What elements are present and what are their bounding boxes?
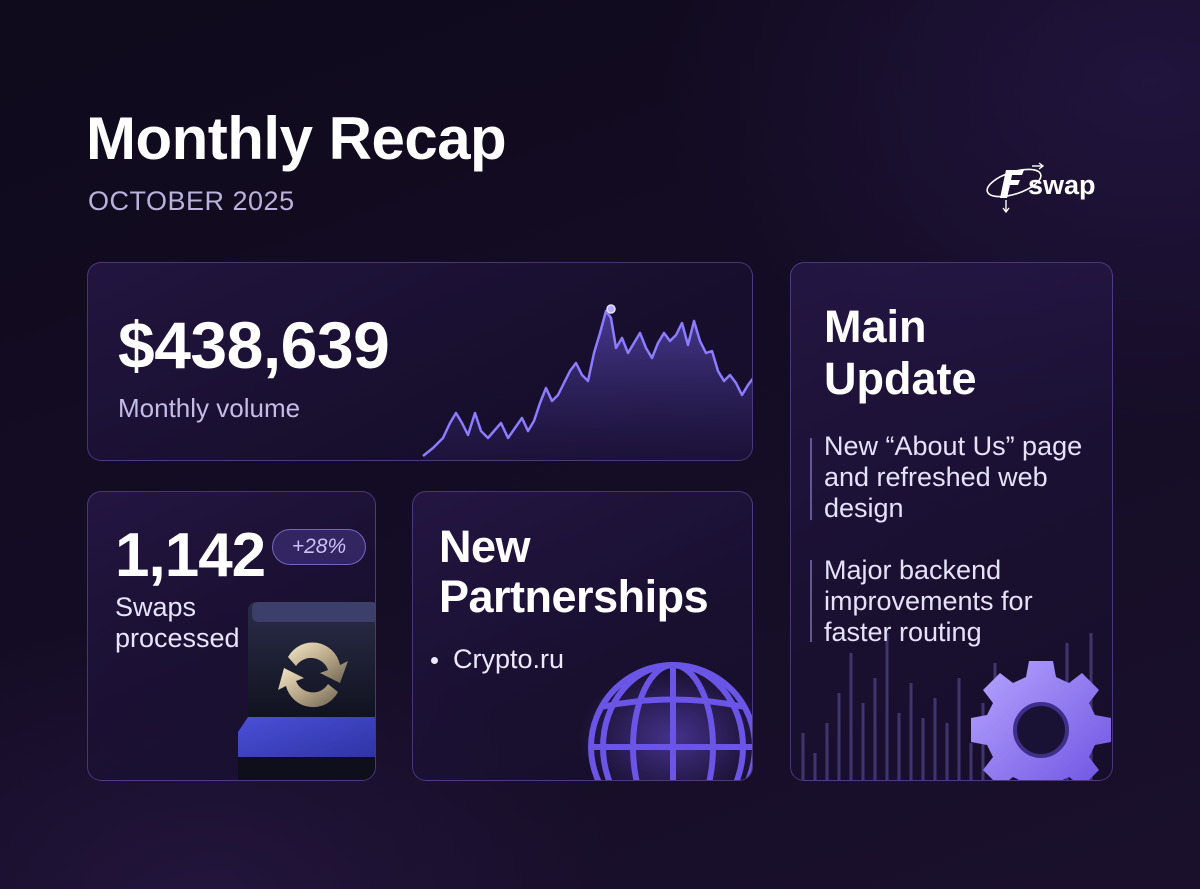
sparkline-line [422,309,752,457]
main-update-title: Main Update [824,301,977,404]
partnerships-card: New Partnerships Crypto.ru [412,491,753,781]
brand-logo: swap [984,158,1124,214]
volume-card: $438,639 Monthly volume [87,262,753,461]
update-item: New “About Us” page and refreshed web de… [824,431,1083,523]
sparkline-area [423,311,752,460]
update-item-divider [810,438,812,520]
sparkline-peak-marker [606,304,616,314]
partner-item: Crypto.ru [430,644,565,674]
partnerships-title: New Partnerships [439,521,709,622]
volume-label: Monthly volume [118,393,301,423]
logo-mark-icon [986,162,1045,214]
swaps-label: Swaps processed [115,592,240,653]
volume-value: $438,639 [118,308,390,382]
gear-icon [801,633,1111,780]
swaps-card: 1,142 +28% Swaps processed [87,491,376,781]
page-title: Monthly Recap [86,105,507,172]
gear-shape [971,661,1111,780]
swaps-value: 1,142 [115,521,266,590]
globe-icon [578,662,752,780]
volume-sparkline [422,304,752,460]
logo-text: swap [1028,170,1096,200]
update-item-divider [810,560,812,642]
page-period: OCTOBER 2025 [88,186,295,216]
growth-badge: +28% [272,529,366,565]
swap-arrows-icon [238,602,375,780]
main-update-card: Main Update New “About Us” page and refr… [790,262,1113,781]
update-item: Major backend improvements for faster ro… [824,555,1033,647]
